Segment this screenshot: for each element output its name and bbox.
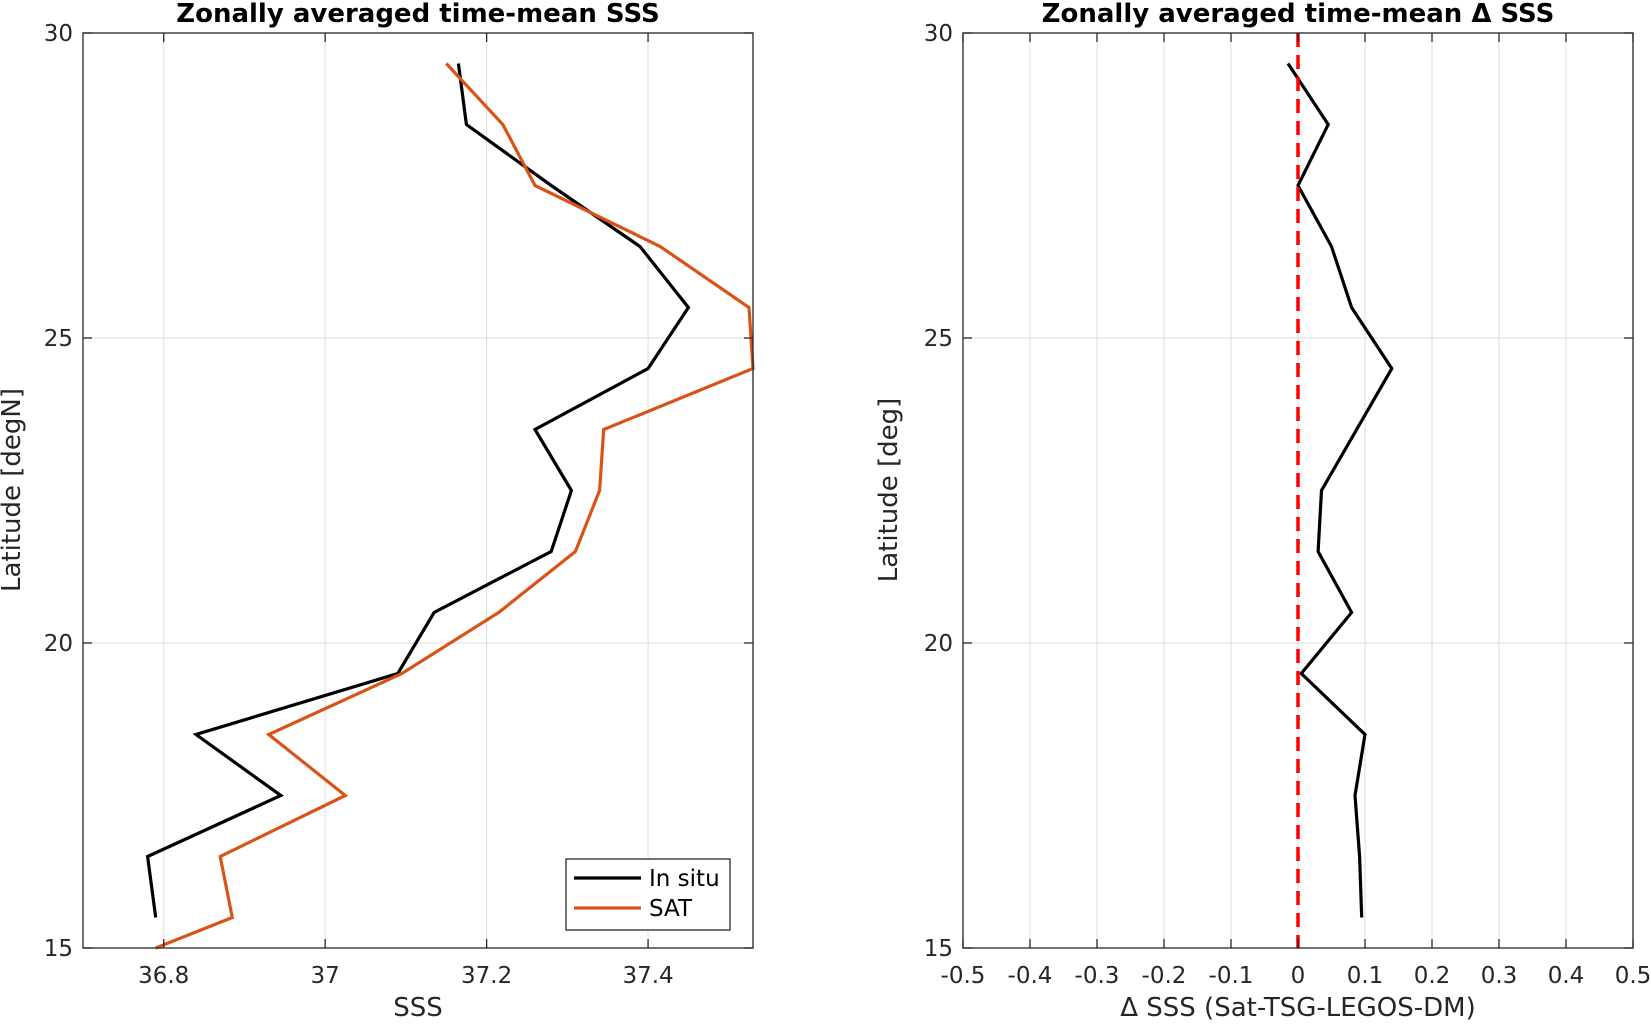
left-series-line-sat [155, 62, 755, 950]
legend-box [565, 858, 731, 931]
left-series-group [145, 62, 755, 950]
right-x-tick-label: 0.4 [1548, 963, 1585, 989]
right-series-group [1286, 62, 1394, 918]
right-x-tick-label: -0.5 [941, 963, 986, 989]
right-x-axis-label: Δ SSS (Sat-TSG-LEGOS-DM) [1120, 993, 1476, 1023]
left-x-tick-label: 36.8 [138, 963, 189, 989]
right-y-tick-label: 30 [924, 21, 953, 47]
right-x-tick-label: -0.3 [1075, 963, 1120, 989]
left-x-tick-label: 37.2 [461, 963, 512, 989]
left-y-tick-label: 30 [44, 21, 73, 47]
right-y-tick-label: 15 [924, 936, 953, 962]
right-axes: -0.5 -0.4 -0.3 -0.2 -0.1 0 0.1 0.2 0.3 0.4 0.5 15 20… [874, 0, 1651, 1023]
left-axes: 36.8 37 37.2 37.4 15 20 25 30 Zonally averaged … [0, 0, 755, 1023]
right-chart-title: Zonally averaged time-mean Δ SSS [1042, 0, 1555, 29]
left-y-tick-label: 20 [44, 631, 73, 657]
left-y-tick-label: 15 [44, 936, 73, 962]
right-x-tick-label: -0.1 [1209, 963, 1254, 989]
right-y-tick-label: 20 [924, 631, 953, 657]
right-x-tick-label: -0.2 [1142, 963, 1187, 989]
right-series-line-delta-sss [1286, 62, 1394, 918]
left-x-tick-label: 37 [311, 963, 340, 989]
left-plot-area [83, 33, 753, 948]
left-series-line-in-situ [145, 63, 691, 918]
right-x-tick-label: 0.2 [1414, 963, 1451, 989]
left-chart-title: Zonally averaged time-mean SSS [176, 0, 660, 29]
right-x-tick-label: 0.5 [1615, 963, 1651, 989]
legend-label-in-situ: In situ [649, 866, 720, 892]
right-y-axis-label: Latitude [deg] [874, 398, 904, 583]
legend: In situ SAT [565, 858, 731, 931]
right-x-tick-label: 0.3 [1481, 963, 1518, 989]
right-x-tick-label: 0 [1291, 963, 1306, 989]
right-y-tick-label: 25 [924, 326, 953, 352]
right-x-tick-label: -0.4 [1008, 963, 1053, 989]
left-y-axis-label: Latitude [degN] [0, 388, 27, 592]
legend-label-sat: SAT [649, 896, 693, 922]
left-x-tick-label: 37.4 [622, 963, 673, 989]
left-x-axis-label: SSS [393, 993, 443, 1023]
right-x-tick-label: 0.1 [1347, 963, 1384, 989]
left-y-tick-label: 25 [44, 326, 73, 352]
left-ticks: 36.8 37 37.2 37.4 15 20 25 30 [44, 21, 753, 989]
left-axes-frame [82, 32, 754, 949]
right-ticks: -0.5 -0.4 -0.3 -0.2 -0.1 0 0.1 0.2 0.3 0.4 0.5 15 20… [924, 21, 1651, 989]
